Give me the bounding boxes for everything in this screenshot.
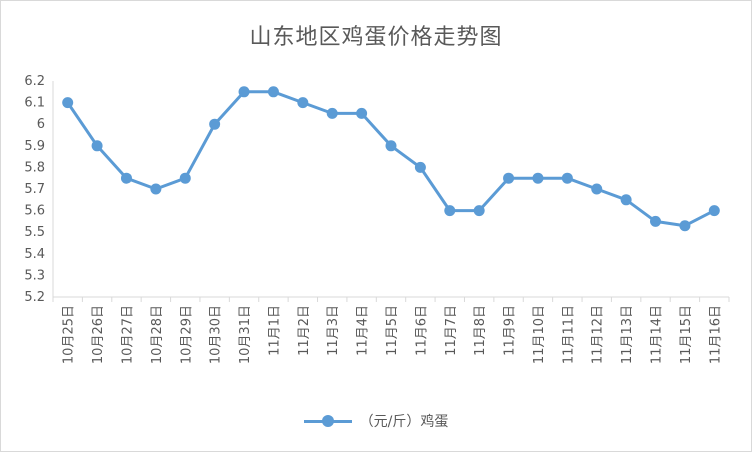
data-point [473,205,485,217]
x-tick-label: 11月1日 [267,305,282,356]
legend-series-marker [303,414,352,428]
data-point [120,172,132,184]
chart-title: 山东地区鸡蛋价格走势图 [249,25,503,50]
series-line [66,90,715,228]
data-point [414,161,426,173]
x-tick-label: 11月12日 [591,305,606,364]
data-point [62,97,74,109]
data-point [297,97,309,109]
data-point [209,118,221,130]
y-tick-label: 5.2 [24,290,45,305]
x-tick-label: 11月9日 [503,305,518,356]
x-tick-label: 11月8日 [473,305,488,356]
data-point [150,183,162,195]
x-tick-label: 10月30日 [209,305,224,364]
x-tick-label: 10月26日 [91,305,106,364]
x-tick-label: 11月6日 [414,305,429,356]
data-point [444,205,456,217]
data-point [356,107,368,119]
x-tick-label: 11月3日 [326,305,341,356]
x-tick-label: 11月13日 [620,305,635,364]
x-tick-label: 11月10日 [532,305,547,364]
data-point [561,172,573,184]
data-point [503,172,515,184]
x-tick-label: 11月5日 [385,305,400,356]
y-tick-label: 6.2 [24,74,45,89]
x-tick-label: 11月2日 [297,305,312,356]
data-point [385,140,397,152]
x-tick-label: 10月28日 [150,305,165,364]
data-point [326,107,338,119]
y-tick-label: 5.7 [24,182,45,197]
legend-series-label: （元/斤）鸡蛋 [359,414,449,430]
data-point [267,86,279,98]
y-tick-label: 5.5 [24,225,45,240]
y-tick-label: 6.1 [24,96,45,111]
y-tick-label: 5.4 [24,247,45,262]
data-point [532,172,544,184]
y-tick-label: 5.9 [24,139,45,154]
data-point [91,140,103,152]
data-point [650,215,662,227]
x-tick-label: 11月16日 [708,305,723,364]
x-tick-label: 11月11日 [561,305,576,364]
y-tick-label: 5.8 [24,160,45,175]
x-tick-label: 11月4日 [356,305,371,356]
data-point [708,205,720,217]
x-tick-label: 10月27日 [120,305,135,364]
x-tick-label: 11月15日 [679,305,694,364]
x-tick-label: 11月7日 [444,305,459,356]
y-tick-label: 6 [37,117,45,132]
data-point [679,220,691,232]
data-point [238,86,250,98]
x-tick-label: 11月14日 [650,305,665,364]
x-tick-label: 10月31日 [238,305,253,364]
data-point [591,183,603,195]
x-tick-label: 10月29日 [179,305,194,364]
legend: （元/斤）鸡蛋 [1,411,751,431]
data-point [620,194,632,206]
y-tick-label: 5.6 [24,204,45,219]
data-point [179,172,191,184]
x-tick-label: 10月25日 [62,305,77,364]
y-tick-label: 5.3 [24,268,45,283]
